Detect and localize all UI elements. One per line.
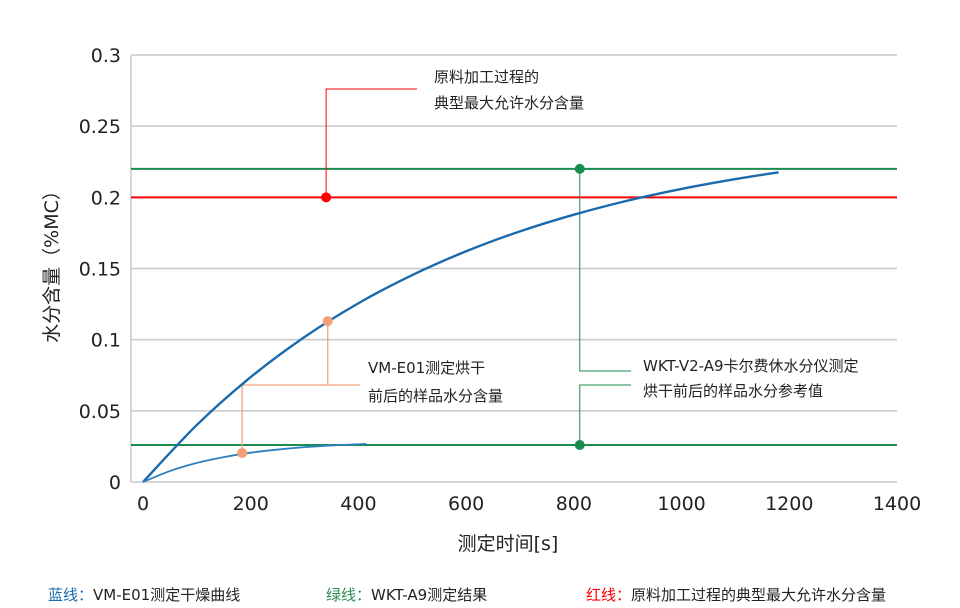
y-tick-label: 0.1 [91, 330, 121, 352]
marker-points [237, 163, 585, 458]
legend-item-red: 红线：原料加工过程的典型最大允许水分含量 [586, 584, 886, 605]
x-tick-label: 200 [233, 493, 269, 515]
gridlines [130, 54, 897, 483]
y-tick-label: 0.2 [91, 187, 121, 209]
green-lower-point [574, 439, 585, 450]
x-tick-label: 1000 [657, 493, 705, 515]
y-tick-label: 0.05 [79, 401, 121, 423]
legend-prefix: 蓝线： [48, 586, 94, 604]
legend-text: WKT-A9测定结果 [371, 586, 488, 604]
legend-text: 原料加工过程的典型最大允许水分含量 [631, 586, 887, 604]
legend-prefix: 红线： [586, 586, 632, 604]
x-tick-label: 400 [340, 493, 376, 515]
y-axis-title: 水分含量（%MC） [41, 181, 63, 343]
series-line-blue-upper [142, 171, 779, 483]
annotation-green-line2: 烘干前后的样品水分参考值 [643, 382, 823, 400]
legend-text: VM-E01测定干燥曲线 [93, 586, 241, 604]
red-point [321, 192, 332, 203]
series-line-blue-lower [142, 442, 367, 483]
connector-red [325, 88, 417, 198]
connector-green-lower [579, 384, 631, 445]
legend-item-green: 绿线：WKT-A9测定结果 [326, 584, 487, 605]
legend-item-blue: 蓝线：VM-E01测定干燥曲线 [48, 584, 240, 605]
legend-prefix: 绿线： [326, 586, 372, 604]
x-tick-label: 1400 [873, 493, 921, 515]
x-tick-label: 1200 [765, 493, 813, 515]
green-upper-point [574, 163, 585, 174]
y-tick-label: 0.15 [79, 259, 121, 281]
x-axis-title: 测定时间[s] [458, 533, 559, 555]
connector-green-upper [579, 168, 631, 372]
y-tick-labels: 0 0.05 0.1 0.15 0.2 0.25 0.3 [79, 45, 121, 494]
x-tick-labels: 0 200 400 600 800 1000 1200 1400 [137, 493, 921, 515]
annotation-red-line2: 典型最大允许水分含量 [434, 94, 584, 112]
x-tick-label: 0 [137, 493, 149, 515]
annotation-salmon-line1: VM-E01测定烘干 [368, 359, 485, 377]
annotation-red-line1: 原料加工过程的 [434, 68, 539, 86]
series-lines [142, 171, 779, 483]
y-tick-label: 0 [109, 472, 121, 494]
connector-salmon-lower [241, 384, 360, 453]
annotation-green-line1: WKT-V2-A9卡尔费休水分仪测定 [643, 357, 859, 375]
annotation-salmon-line2: 前后的样品水分含量 [368, 387, 503, 405]
x-tick-label: 800 [556, 493, 592, 515]
reference-lines [131, 167, 897, 446]
x-tick-label: 600 [448, 493, 484, 515]
y-tick-label: 0.25 [79, 116, 121, 138]
salmon-lower-point [237, 447, 248, 458]
salmon-upper-point [322, 316, 333, 327]
y-tick-label: 0.3 [91, 45, 121, 67]
